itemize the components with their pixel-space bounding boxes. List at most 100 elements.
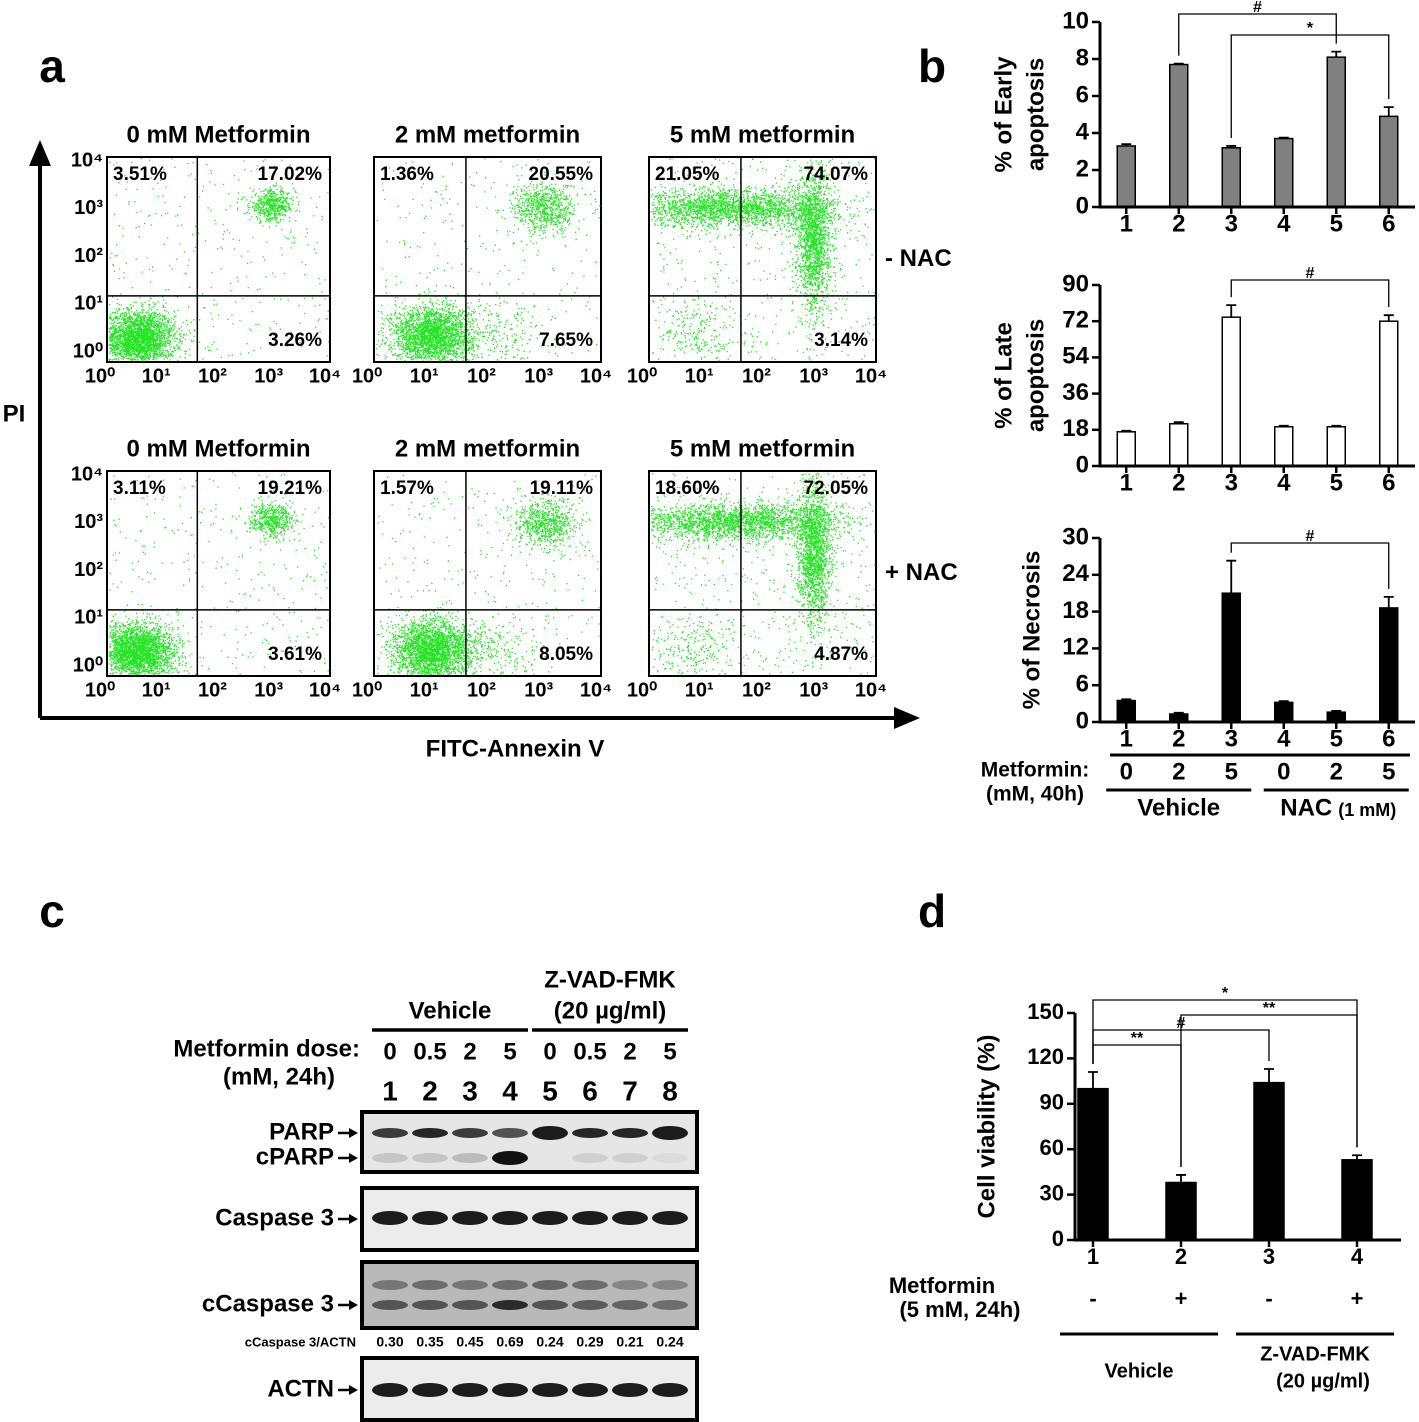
bar [1116,699,1136,723]
y-tick-label: 10⁴ [71,149,103,171]
quadrant-percent: 1.36% [380,164,434,185]
bar [1379,115,1399,208]
y-tick-label: 4 [1076,118,1090,145]
bar [1169,423,1189,467]
y-tick-label: 8 [1076,44,1089,71]
bar [1221,592,1241,723]
dose-label: 0 [1277,758,1290,785]
bar [1274,701,1294,723]
blot-band [572,1128,608,1138]
error-bar [1173,421,1184,424]
dose-label: 5 [663,1038,676,1065]
blot-band [532,1126,568,1140]
error-bar [1331,710,1342,713]
panel-label: d [918,885,946,937]
error-bar [1331,424,1342,427]
x-tick-label: 10¹ [142,679,171,701]
x-tick-label: 1 [1120,210,1133,237]
blot-band [452,1280,488,1290]
event-dots [108,472,330,676]
axis-label: FITC-Annexin V [426,735,605,762]
blot-band [612,1128,648,1138]
sign-label: - [1089,1286,1096,1311]
y-tick-label: 90 [1062,270,1089,297]
blot-label: ACTN [267,1375,334,1402]
error-bar [1226,559,1237,594]
blot-band [452,1383,488,1397]
group-label: Z-VAD-FMK [1260,1343,1370,1365]
x-tick-label: 10² [198,365,227,387]
error-bar [1383,314,1394,322]
x-tick-label: 10³ [524,365,553,387]
x-tick-label: 6 [1382,210,1395,237]
y-tick-label: 60 [1040,1135,1064,1160]
error-bar [1383,595,1394,608]
group-label: Z-VAD-FMK [544,966,676,993]
treatment-label: Metformin [889,1273,995,1298]
error-bar [1088,1071,1098,1089]
y-tick-label: 150 [1027,999,1064,1024]
dose-label: 5 [1225,758,1238,785]
arrow-head [349,1385,358,1395]
y-axis-label: % of Late [990,322,1017,429]
arrow-head [349,1128,358,1138]
blot-band [572,1383,608,1397]
plot-title: 5 mM metformin [670,435,855,462]
blot-band [452,1153,488,1163]
x-tick-label: 10⁴ [855,365,887,387]
dose-label: 5 [1382,758,1395,785]
quadrant-percent: 17.02% [258,164,323,185]
group-note: (1 mM) [1338,800,1396,820]
blot-panel [360,1260,699,1330]
x-tick-label: 10¹ [410,365,439,387]
group-label: (20 µg/ml) [554,997,667,1024]
significance-label: * [1222,985,1229,1002]
x-tick-label: 3 [1225,210,1238,237]
blot-panel [360,1110,699,1174]
plot-frame [648,156,877,363]
dose-label: 2 [463,1038,476,1065]
blot-band [372,1153,408,1163]
lane-label: 3 [462,1075,478,1106]
y-tick-label: 10¹ [74,293,103,315]
dose-label: 0.5 [573,1038,606,1065]
x-tick-label: 10² [467,679,496,701]
x-tick-label: 1 [1120,725,1133,752]
error-bar [1278,700,1289,703]
dose-label-title: (mM, 24h) [223,1063,335,1090]
blot-band [492,1383,528,1397]
x-tick-label: 2 [1175,1244,1187,1269]
quadrant-percent: 20.55% [529,164,594,185]
significance-label: # [1306,265,1315,282]
ratio-value: 0.29 [576,1334,603,1350]
bar [1326,426,1346,467]
y-tick-label: 30 [1040,1180,1064,1205]
x-tick-label: 2 [1172,725,1185,752]
x-tick-label: 10⁰ [85,365,115,387]
ratio-value: 0.30 [376,1334,403,1350]
blot-band [492,1280,528,1290]
quadrant-percent: 3.51% [113,164,167,185]
y-tick-label: 10³ [74,197,103,219]
bar [1253,1081,1285,1241]
lane-label: 2 [422,1075,438,1106]
significance-bracket [1230,542,1390,589]
error-bar [1121,698,1132,701]
quadrant-percent: 8.05% [539,644,593,665]
blot-band [572,1211,608,1225]
y-tick-label: 10⁰ [73,654,103,676]
error-bar [1383,106,1394,117]
y-tick-label: 0 [1076,707,1089,734]
plot-title: 5 mM metformin [670,121,855,148]
x-tick-label: 10² [198,679,227,701]
x-tick-label: 10¹ [685,365,714,387]
treatment-label: (mM, 40h) [986,783,1084,806]
significance-label: # [1177,1015,1186,1032]
significance-label: * [1307,20,1314,37]
quadrant-percent: 18.60% [655,478,720,499]
arrow-head [894,707,920,729]
y-tick-label: 2 [1076,155,1089,182]
bar [1221,316,1241,467]
x-tick-label: 4 [1277,469,1291,496]
quadrant-percent: 19.21% [258,478,323,499]
